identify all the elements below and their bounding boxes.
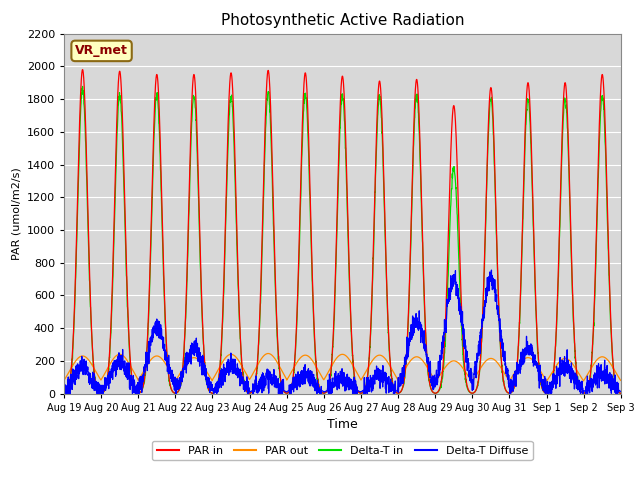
Delta-T in	[124, 307, 131, 313]
PAR in	[157, 156, 164, 162]
PAR in	[124, 301, 131, 307]
Delta-T Diffuse	[157, 322, 164, 328]
PAR out	[264, 350, 272, 356]
Delta-T in	[157, 170, 164, 176]
Line: Delta-T in: Delta-T in	[64, 86, 621, 394]
PAR in	[547, 387, 554, 393]
Delta-T in	[274, 343, 282, 349]
PAR out	[547, 373, 554, 379]
Y-axis label: PAR (umol/m2/s): PAR (umol/m2/s)	[11, 167, 21, 260]
Delta-T in	[60, 390, 68, 396]
Text: VR_met: VR_met	[75, 44, 128, 58]
Legend: PAR in, PAR out, Delta-T in, Delta-T Diffuse: PAR in, PAR out, Delta-T in, Delta-T Dif…	[152, 441, 532, 460]
PAR in	[617, 390, 625, 396]
PAR in	[60, 390, 68, 396]
Delta-T Diffuse	[60, 388, 68, 394]
Delta-T Diffuse	[61, 391, 69, 396]
PAR in	[274, 337, 282, 343]
PAR in	[79, 67, 86, 72]
PAR out	[157, 355, 164, 360]
X-axis label: Time: Time	[327, 418, 358, 431]
Delta-T in	[606, 306, 614, 312]
Delta-T Diffuse	[274, 382, 282, 388]
PAR out	[606, 360, 614, 366]
Delta-T in	[298, 154, 305, 160]
Line: Delta-T Diffuse: Delta-T Diffuse	[64, 270, 621, 394]
PAR out	[124, 358, 131, 364]
Delta-T in	[79, 84, 86, 89]
Line: PAR in: PAR in	[64, 70, 621, 393]
Line: PAR out: PAR out	[64, 353, 621, 382]
Delta-T in	[431, 391, 439, 396]
Delta-T Diffuse	[547, 391, 554, 396]
PAR in	[298, 141, 305, 147]
PAR out	[431, 379, 439, 385]
PAR in	[606, 297, 614, 303]
PAR out	[274, 360, 282, 366]
Delta-T in	[547, 388, 554, 394]
Title: Photosynthetic Active Radiation: Photosynthetic Active Radiation	[221, 13, 464, 28]
PAR out	[60, 377, 68, 383]
PAR out	[617, 377, 625, 383]
PAR in	[431, 390, 439, 396]
Delta-T Diffuse	[298, 368, 305, 373]
PAR out	[298, 354, 305, 360]
Delta-T in	[617, 390, 625, 396]
Delta-T Diffuse	[488, 267, 495, 273]
Delta-T Diffuse	[606, 375, 614, 381]
Delta-T Diffuse	[617, 388, 625, 394]
Delta-T Diffuse	[124, 373, 131, 379]
